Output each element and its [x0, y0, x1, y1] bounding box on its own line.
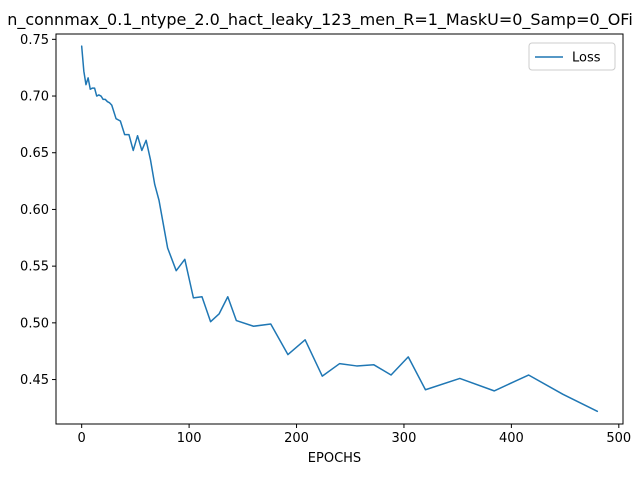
x-tick-label: 200	[284, 431, 309, 446]
x-tick-label: 500	[606, 431, 631, 446]
y-tick-label: 0.60	[20, 203, 49, 218]
axes-frame	[55, 33, 624, 425]
y-tick-label: 0.70	[20, 90, 49, 105]
y-tick-label: 0.50	[20, 316, 49, 331]
y-tick-label: 0.45	[20, 373, 49, 388]
x-tick-label: 0	[78, 431, 86, 446]
chart-title: n_connmax_0.1_ntype_2.0_hact_leaky_123_m…	[7, 10, 633, 30]
y-tick-label: 0.65	[20, 146, 49, 161]
legend-label: Loss	[572, 51, 601, 66]
x-tick-label: 400	[499, 431, 524, 446]
x-tick-label: 300	[392, 431, 417, 446]
x-axis: 0 100 200 300 400 500	[78, 424, 631, 446]
plot-area	[80, 45, 599, 413]
legend: Loss	[528, 42, 616, 71]
legend-box	[528, 42, 616, 71]
loss-series-line	[80, 45, 599, 413]
y-tick-label: 0.75	[20, 33, 49, 48]
x-axis-label: EPOCHS	[308, 451, 361, 466]
x-tick-label: 100	[177, 431, 202, 446]
y-tick-label: 0.55	[20, 260, 49, 275]
y-axis: 0.45 0.50 0.55 0.60 0.65 0.70 0.75	[20, 33, 56, 388]
